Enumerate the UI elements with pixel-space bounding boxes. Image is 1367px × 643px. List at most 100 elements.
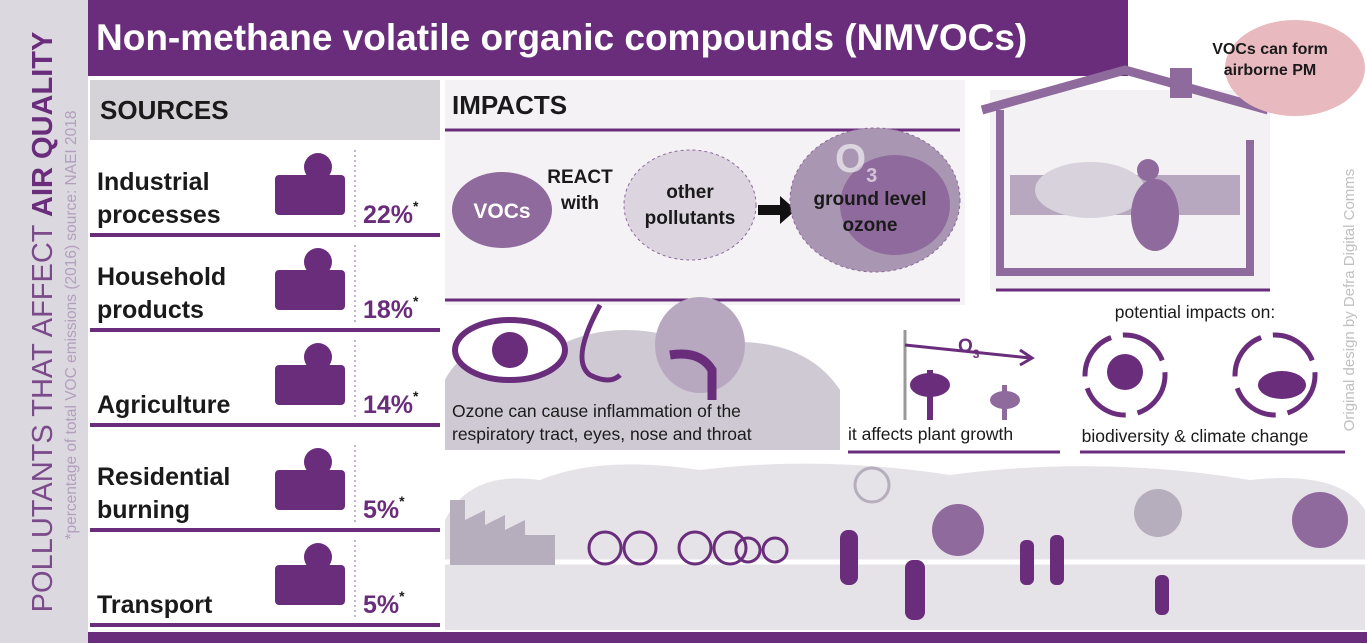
sub: 3	[973, 347, 980, 361]
react-line: with	[560, 193, 599, 214]
climate-icon	[1232, 332, 1318, 418]
source-icon-detail	[304, 153, 332, 181]
credit: Original design by Defra Digital Comms	[1341, 169, 1358, 432]
plant-stem	[927, 370, 933, 420]
source-share: 22%*	[363, 198, 419, 229]
tree	[1134, 489, 1182, 537]
tree	[1292, 492, 1348, 548]
source-name-line: burning	[97, 496, 190, 524]
chimney	[1170, 68, 1192, 98]
source-name: Industrial processes	[97, 168, 221, 229]
cloud-icon	[1258, 371, 1306, 399]
biodiversity-icon	[1082, 332, 1168, 418]
source-icon-detail	[304, 543, 332, 571]
side-title-normal: POLLUTANTS THAT AFFECT	[27, 217, 59, 612]
source-icon	[275, 270, 345, 310]
env-caption: biodiversity & climate change	[1082, 426, 1309, 446]
health-line: Ozone can cause inflammation of the	[452, 401, 741, 421]
o: O	[835, 137, 866, 181]
share-value: 5%	[363, 591, 399, 619]
roof	[980, 65, 1270, 115]
nose-icon	[579, 303, 622, 383]
o: O	[958, 336, 973, 357]
ozone-symbol: O3	[835, 137, 877, 187]
source-icon-detail	[304, 343, 332, 371]
pm-line: VOCs can form	[1212, 41, 1328, 58]
footnote-mark: *	[413, 198, 419, 214]
tree	[932, 504, 984, 556]
source-name-line: Transport	[97, 591, 213, 619]
share-value: 18%	[363, 296, 413, 324]
side-title: POLLUTANTS THAT AFFECT AIR QUALITY	[27, 32, 59, 613]
title-bar	[88, 0, 1128, 76]
ozone-line: ground level	[814, 189, 927, 210]
env-intro: potential impacts on:	[1115, 302, 1276, 322]
ozone-line: ozone	[843, 215, 898, 236]
share-value: 5%	[363, 496, 399, 524]
house-walls	[996, 110, 1254, 276]
pollutants-cloud	[623, 149, 757, 261]
child	[1050, 535, 1064, 585]
sources-heading: SOURCES	[100, 95, 229, 125]
source-name-line: Industrial	[97, 168, 210, 196]
health-line: respiratory tract, eyes, nose and throat	[452, 424, 752, 444]
person-head	[1137, 159, 1159, 181]
pm-line: airborne PM	[1224, 62, 1316, 79]
source-row	[90, 535, 440, 623]
sources-header-bg	[90, 80, 440, 140]
trend-arrow	[904, 343, 1031, 360]
footnote-mark: *	[413, 293, 419, 309]
pollutants-label: other pollutants	[645, 182, 736, 229]
sources-list: Industrial processes 22%*Household products…	[90, 145, 440, 627]
walker	[840, 530, 858, 585]
source-name-line: products	[97, 296, 204, 324]
health-text: Ozone can cause inflammation of the respi…	[452, 401, 752, 444]
pollutants-line: other	[666, 182, 714, 203]
cyclists	[587, 530, 789, 566]
source-share: 14%*	[363, 388, 419, 419]
pm-label: VOCs can form airborne PM	[1212, 41, 1328, 79]
vocs-label: VOCs	[473, 200, 530, 223]
source-icon-detail	[304, 448, 332, 476]
side-title-bold: AIR QUALITY	[27, 32, 59, 217]
arrow	[758, 196, 796, 224]
plant-stem	[1002, 385, 1007, 420]
source-row	[90, 335, 440, 423]
source-name-line: Household	[97, 263, 226, 291]
source-icon-detail	[304, 248, 332, 276]
source-icon	[275, 565, 345, 605]
vocs-cloud	[452, 172, 552, 248]
source-name: Residential burning	[97, 463, 230, 524]
source-share: 18%*	[363, 293, 419, 324]
footnote-mark: *	[399, 588, 405, 604]
react-line: REACT	[547, 167, 613, 188]
head-icon	[655, 297, 745, 393]
source-icon	[275, 175, 345, 215]
throat-icon	[669, 349, 717, 400]
source-share: 5%*	[363, 588, 405, 619]
source-name-line: Residential	[97, 463, 230, 491]
plant-caption: it affects plant growth	[848, 424, 1013, 444]
footnote-mark: *	[413, 388, 419, 404]
source-name: Agriculture	[97, 391, 230, 419]
parent	[905, 560, 925, 620]
source-name: Household products	[97, 263, 226, 324]
tree	[1107, 354, 1143, 390]
fumes	[1035, 162, 1145, 218]
source-icon	[275, 470, 345, 510]
side-strip	[0, 0, 88, 643]
sun	[853, 466, 891, 504]
react-label: REACT with	[547, 167, 613, 214]
source-name-line: processes	[97, 201, 221, 229]
arrowhead	[1019, 348, 1035, 367]
person	[1131, 179, 1179, 251]
source-name: Transport	[97, 591, 213, 619]
factory	[450, 500, 555, 565]
title: Non-methane volatile organic compounds (…	[96, 17, 1027, 58]
share-value: 22%	[363, 201, 413, 229]
kite-flyer	[1155, 575, 1169, 615]
impacts-heading: IMPACTS	[452, 90, 567, 120]
source-name-line: Agriculture	[97, 391, 230, 419]
source-share: 5%*	[363, 493, 405, 524]
